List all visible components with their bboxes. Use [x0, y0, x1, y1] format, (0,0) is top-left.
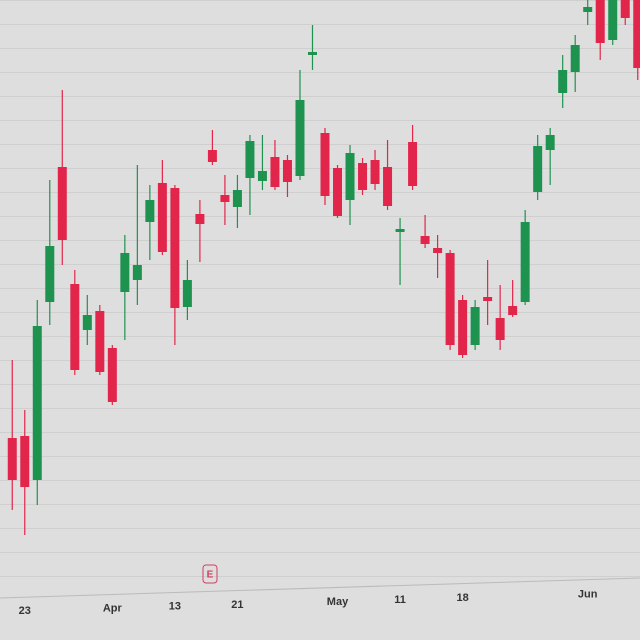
candle-body [157, 183, 167, 252]
candle-body [495, 318, 505, 340]
x-tick-label: May [327, 596, 349, 608]
earnings-badge [202, 564, 218, 584]
candle-body [182, 280, 192, 307]
candle-body [195, 214, 205, 224]
candle-body [420, 236, 430, 244]
candle-body [282, 160, 292, 182]
candle-body [20, 436, 30, 487]
x-tick-label: 18 [456, 592, 468, 604]
candle-body [445, 253, 455, 345]
x-tick-label: Jun [578, 588, 598, 600]
candle-body [245, 141, 255, 178]
candle-body [433, 248, 443, 253]
candle-body [7, 438, 17, 480]
x-tick-label: Apr [103, 603, 123, 615]
candle-body [57, 167, 67, 240]
candle-body [257, 171, 267, 181]
x-tick-label: 11 [394, 594, 406, 606]
candle-body [408, 142, 418, 186]
candle-body [145, 200, 155, 222]
candle-body [470, 307, 480, 345]
candle-body [345, 153, 355, 200]
candle-body [545, 135, 555, 150]
candle-body [633, 0, 640, 68]
candle-body [320, 133, 330, 196]
candle-body [333, 168, 343, 216]
candle-body [220, 195, 230, 202]
candle-body [370, 160, 380, 184]
candle-body [45, 246, 55, 302]
candle-body [107, 348, 117, 402]
grid [0, 0, 640, 596]
x-tick-label: 21 [231, 599, 243, 611]
candle-body [232, 190, 242, 207]
candle-body [608, 0, 618, 40]
candle-body [207, 150, 217, 162]
candle-body [307, 52, 317, 55]
candle-body [395, 229, 405, 232]
candle-body [483, 297, 493, 301]
x-tick-label: 13 [169, 601, 181, 613]
candle-body [358, 163, 368, 190]
candle-body [533, 146, 543, 192]
candle-body [458, 300, 468, 355]
candle-body [170, 188, 180, 308]
candle-body [32, 326, 42, 480]
candle-body [383, 167, 393, 206]
candle-body [82, 315, 92, 330]
earnings-label: E [207, 570, 214, 581]
candle-body [620, 0, 630, 18]
candle-body [583, 7, 593, 12]
candle-body [132, 265, 142, 280]
candle-body [508, 306, 518, 315]
candle-body [120, 253, 130, 292]
candle-body [520, 222, 530, 302]
candle-body [295, 100, 305, 176]
candle-body [570, 45, 580, 72]
candle-body [270, 157, 280, 187]
candle-body [595, 0, 605, 43]
candle-body [70, 284, 80, 370]
candle-body [95, 311, 105, 372]
candle-body [558, 70, 568, 93]
x-tick-label: 23 [19, 605, 31, 617]
x-axis [0, 577, 640, 599]
